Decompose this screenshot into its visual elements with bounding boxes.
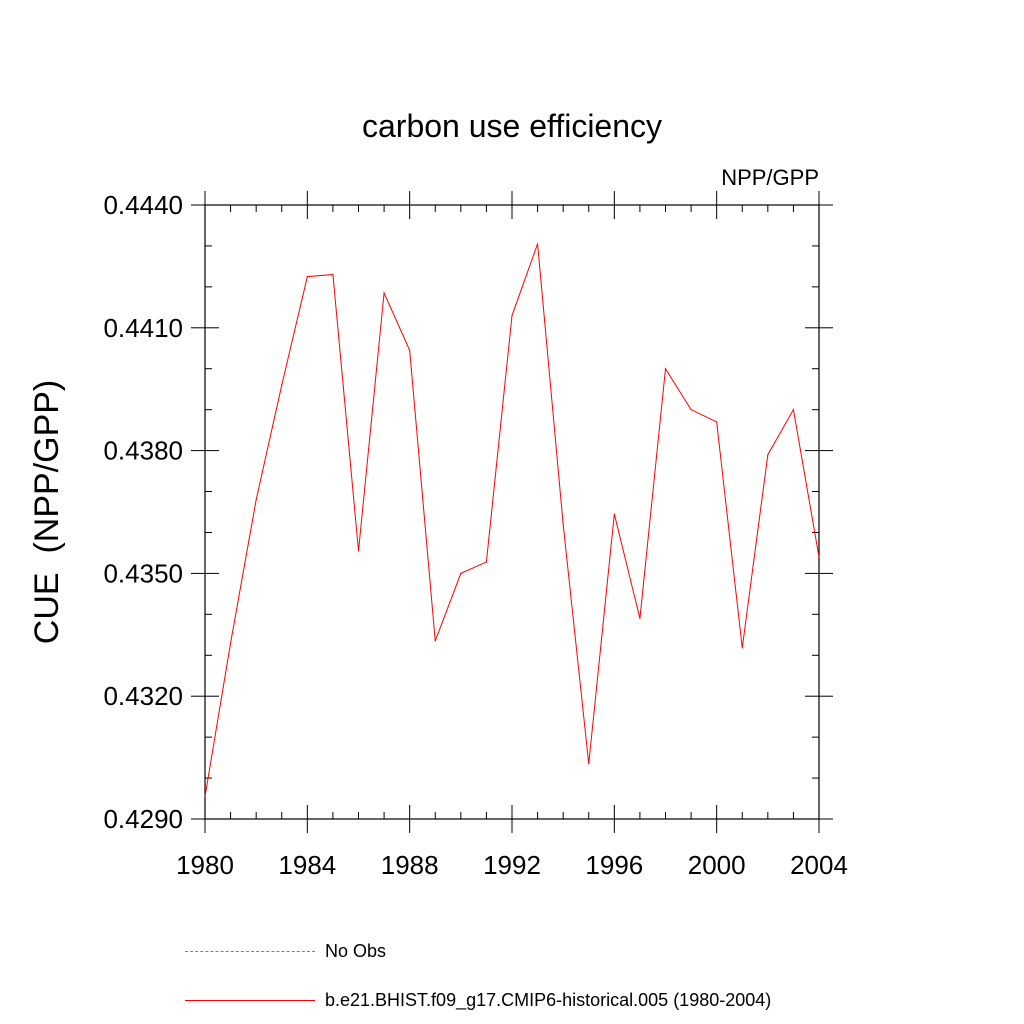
x-tick-label: 2004 — [790, 850, 848, 880]
x-tick-label: 1992 — [483, 850, 541, 880]
data-point — [485, 561, 488, 563]
data-point — [409, 349, 411, 351]
x-tick-label: 1984 — [278, 850, 336, 880]
data-point — [434, 640, 436, 642]
data-point — [741, 647, 743, 649]
data-point — [332, 273, 334, 276]
data-point — [357, 550, 360, 552]
series-layer — [204, 243, 820, 798]
data-point — [281, 384, 283, 386]
data-point — [792, 409, 795, 411]
data-point — [562, 523, 564, 525]
y-tick-label: 0.4290 — [103, 804, 183, 834]
data-point — [204, 795, 206, 798]
series-line — [204, 243, 820, 797]
data-point — [536, 243, 539, 245]
x-tick-label: 1996 — [585, 850, 643, 880]
x-tick-label: 2000 — [688, 850, 746, 880]
data-point — [664, 368, 667, 370]
y-tick-label: 0.4380 — [103, 436, 183, 466]
axis-tick-labels: 1980 1984 1988 1992 1996 2000 2004 0.4290 0.4320… — [103, 190, 847, 880]
data-point — [255, 499, 257, 501]
data-point — [588, 763, 590, 765]
data-point — [511, 314, 513, 317]
y-tick-label: 0.4320 — [103, 681, 183, 711]
data-point — [306, 276, 308, 278]
data-point — [229, 642, 232, 644]
chart-title: carbon use efficiency — [362, 108, 662, 144]
y-tick-label: 0.4350 — [103, 558, 183, 588]
data-point — [639, 617, 641, 620]
data-point — [383, 292, 385, 294]
y-axis-label: CUE (NPP/GPP) — [28, 380, 66, 644]
y-tick-label: 0.4440 — [103, 190, 183, 220]
data-point — [460, 572, 462, 575]
axis-ticks — [191, 191, 833, 833]
data-point — [613, 513, 615, 515]
data-point — [767, 454, 769, 456]
x-tick-label: 1980 — [176, 850, 234, 880]
data-point — [716, 421, 718, 423]
data-point — [818, 556, 820, 558]
y-tick-label: 0.4410 — [103, 313, 183, 343]
x-tick-label: 1988 — [381, 850, 439, 880]
chart-subtitle: NPP/GPP — [721, 165, 819, 190]
data-point — [690, 409, 692, 411]
